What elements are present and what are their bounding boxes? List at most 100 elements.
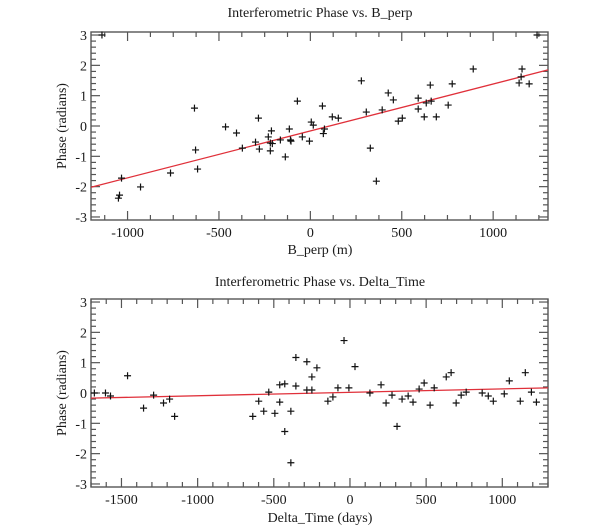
data-point	[415, 385, 423, 393]
data-point	[409, 398, 417, 406]
ticks	[90, 299, 549, 487]
data-point	[329, 393, 337, 401]
data-point	[106, 392, 114, 400]
y-tick-label: 0	[80, 120, 87, 135]
data-point	[448, 80, 456, 88]
data-point	[377, 381, 385, 389]
x-tick-label: -1000	[111, 226, 144, 241]
data-point	[384, 89, 392, 97]
data-point	[271, 409, 279, 417]
x-tick-label: 500	[391, 226, 412, 241]
y-tick-label: -3	[75, 478, 87, 493]
data-point	[192, 146, 200, 154]
data-point	[414, 94, 422, 102]
data-point	[414, 105, 422, 113]
data-point	[398, 114, 406, 122]
data-point	[462, 388, 470, 396]
data-point	[366, 389, 374, 397]
data-point	[382, 399, 390, 407]
chart-title: Interferometric Phase vs. B_perp	[227, 6, 412, 21]
data-points	[90, 337, 540, 467]
data-point	[442, 373, 450, 381]
plot-frame	[90, 31, 549, 221]
data-point	[422, 99, 430, 107]
data-point	[160, 399, 168, 407]
x-tick-label: 1000	[488, 493, 516, 508]
data-point	[420, 379, 428, 387]
data-point	[532, 398, 540, 406]
data-point	[265, 388, 273, 396]
data-point	[320, 125, 328, 133]
data-point	[309, 121, 317, 129]
data-point	[525, 80, 533, 88]
y-tick-label: -2	[75, 448, 87, 463]
x-tick-label: 500	[416, 493, 437, 508]
data-point	[255, 145, 263, 153]
data-point	[334, 114, 342, 122]
y-tick-label: 2	[80, 59, 87, 74]
data-point	[515, 79, 523, 87]
data-point	[388, 391, 396, 399]
data-point	[362, 108, 370, 116]
x-tick-label: -500	[206, 226, 232, 241]
data-point	[452, 399, 460, 407]
y-tick-label: -1	[75, 417, 87, 432]
data-point	[114, 194, 122, 202]
chart-phase-vs-bperp: Interferometric Phase vs. B_perp B_perp …	[55, 6, 549, 258]
data-point	[313, 364, 321, 372]
data-point	[500, 390, 508, 398]
y-tick-label: 3	[80, 29, 87, 44]
data-point	[281, 153, 289, 161]
y-tick-label: 3	[80, 296, 87, 311]
y-tick-label: -2	[75, 181, 87, 196]
data-point	[319, 130, 327, 138]
data-point	[305, 137, 313, 145]
data-point	[249, 412, 257, 420]
x-tick-label: 1000	[479, 226, 507, 241]
data-point	[101, 389, 109, 397]
data-point	[324, 397, 332, 405]
ticks	[91, 32, 548, 220]
y-tick-label: 0	[80, 387, 87, 402]
data-point	[292, 354, 300, 362]
data-point	[404, 392, 412, 400]
data-point	[308, 386, 316, 394]
data-point	[255, 397, 263, 405]
x-axis-label: Delta_Time (days)	[268, 511, 373, 526]
data-point	[378, 106, 386, 114]
y-tick-label: 2	[80, 326, 87, 341]
data-point	[303, 358, 311, 366]
data-point	[505, 377, 513, 385]
data-point	[427, 97, 435, 105]
data-point	[478, 389, 486, 397]
data-point	[398, 395, 406, 403]
data-point	[318, 102, 326, 110]
data-point	[518, 65, 526, 73]
x-tick-label: -500	[261, 493, 287, 508]
data-point	[328, 113, 336, 121]
data-point	[171, 412, 179, 420]
data-point	[166, 395, 174, 403]
data-point	[298, 133, 306, 141]
data-point	[426, 81, 434, 89]
chart-title: Interferometric Phase vs. Delta_Time	[215, 275, 425, 290]
data-point	[150, 391, 158, 399]
data-point	[334, 384, 342, 392]
data-points	[98, 31, 541, 202]
data-point	[432, 113, 440, 121]
data-point	[254, 114, 262, 122]
data-point	[267, 127, 275, 135]
data-point	[137, 183, 145, 191]
data-point	[308, 373, 316, 381]
data-point	[533, 31, 541, 39]
data-point	[357, 77, 365, 85]
data-point	[516, 397, 524, 405]
data-point	[252, 138, 260, 146]
data-point	[426, 401, 434, 409]
data-point	[281, 380, 289, 388]
x-axis-label: B_perp (m)	[288, 243, 353, 258]
data-point	[194, 165, 202, 173]
data-point	[287, 137, 295, 145]
data-point	[90, 389, 98, 397]
data-point	[281, 428, 289, 436]
